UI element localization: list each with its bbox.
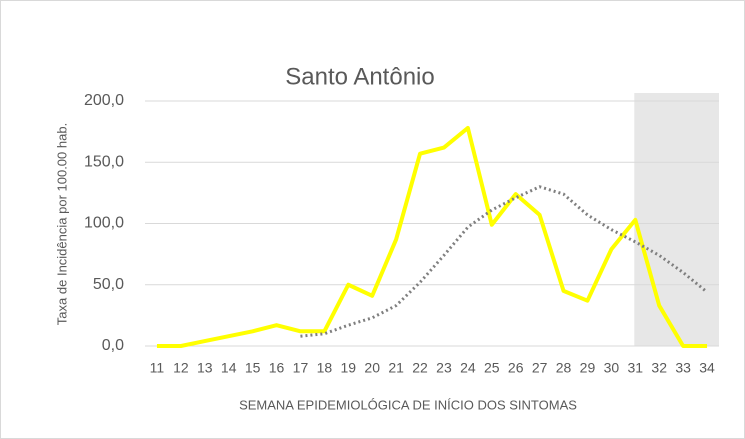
x-tick-label: 30 bbox=[604, 360, 620, 376]
x-axis-label: SEMANA EPIDEMIOLÓGICA DE INÍCIO DOS SINT… bbox=[239, 397, 577, 412]
x-tick-label: 20 bbox=[364, 360, 380, 376]
y-axis-label: Taxa de Incidência por 100.00 hab. bbox=[54, 123, 69, 325]
chart-title: Santo Antônio bbox=[285, 63, 434, 90]
x-tick-label: 34 bbox=[699, 360, 715, 376]
x-tick-label: 11 bbox=[150, 360, 165, 376]
x-tick-label: 12 bbox=[173, 360, 189, 376]
y-tick-label: 150,0 bbox=[84, 153, 124, 170]
x-tick-label: 21 bbox=[388, 360, 404, 376]
x-tick-label: 28 bbox=[556, 360, 572, 376]
x-tick-label: 33 bbox=[675, 360, 691, 376]
x-tick-label: 13 bbox=[197, 360, 213, 376]
x-tick-label: 23 bbox=[436, 360, 452, 376]
x-tick-label: 32 bbox=[651, 360, 667, 376]
series-line bbox=[300, 185, 708, 338]
x-tick-label: 24 bbox=[460, 360, 476, 376]
x-tick-label: 27 bbox=[532, 360, 548, 376]
y-tick-label: 0,0 bbox=[102, 337, 124, 354]
x-tick-label: 15 bbox=[245, 360, 261, 376]
x-tick-label: 19 bbox=[341, 360, 357, 376]
x-tick-label: 18 bbox=[317, 360, 333, 376]
x-tick-label: 17 bbox=[293, 360, 309, 376]
series-line bbox=[156, 125, 708, 348]
y-tick-label: 200,0 bbox=[84, 92, 124, 109]
y-tick-label: 100,0 bbox=[84, 215, 124, 232]
x-tick-label: 16 bbox=[269, 360, 285, 376]
highlight-region bbox=[634, 93, 719, 346]
x-tick-label: 14 bbox=[221, 360, 237, 376]
x-tick-label: 31 bbox=[628, 360, 644, 376]
x-tick-label: 25 bbox=[484, 360, 500, 376]
y-tick-label: 50,0 bbox=[93, 276, 124, 293]
x-tick-label: 29 bbox=[580, 360, 596, 376]
x-tick-label: 22 bbox=[412, 360, 428, 376]
x-tick-label: 26 bbox=[508, 360, 524, 376]
